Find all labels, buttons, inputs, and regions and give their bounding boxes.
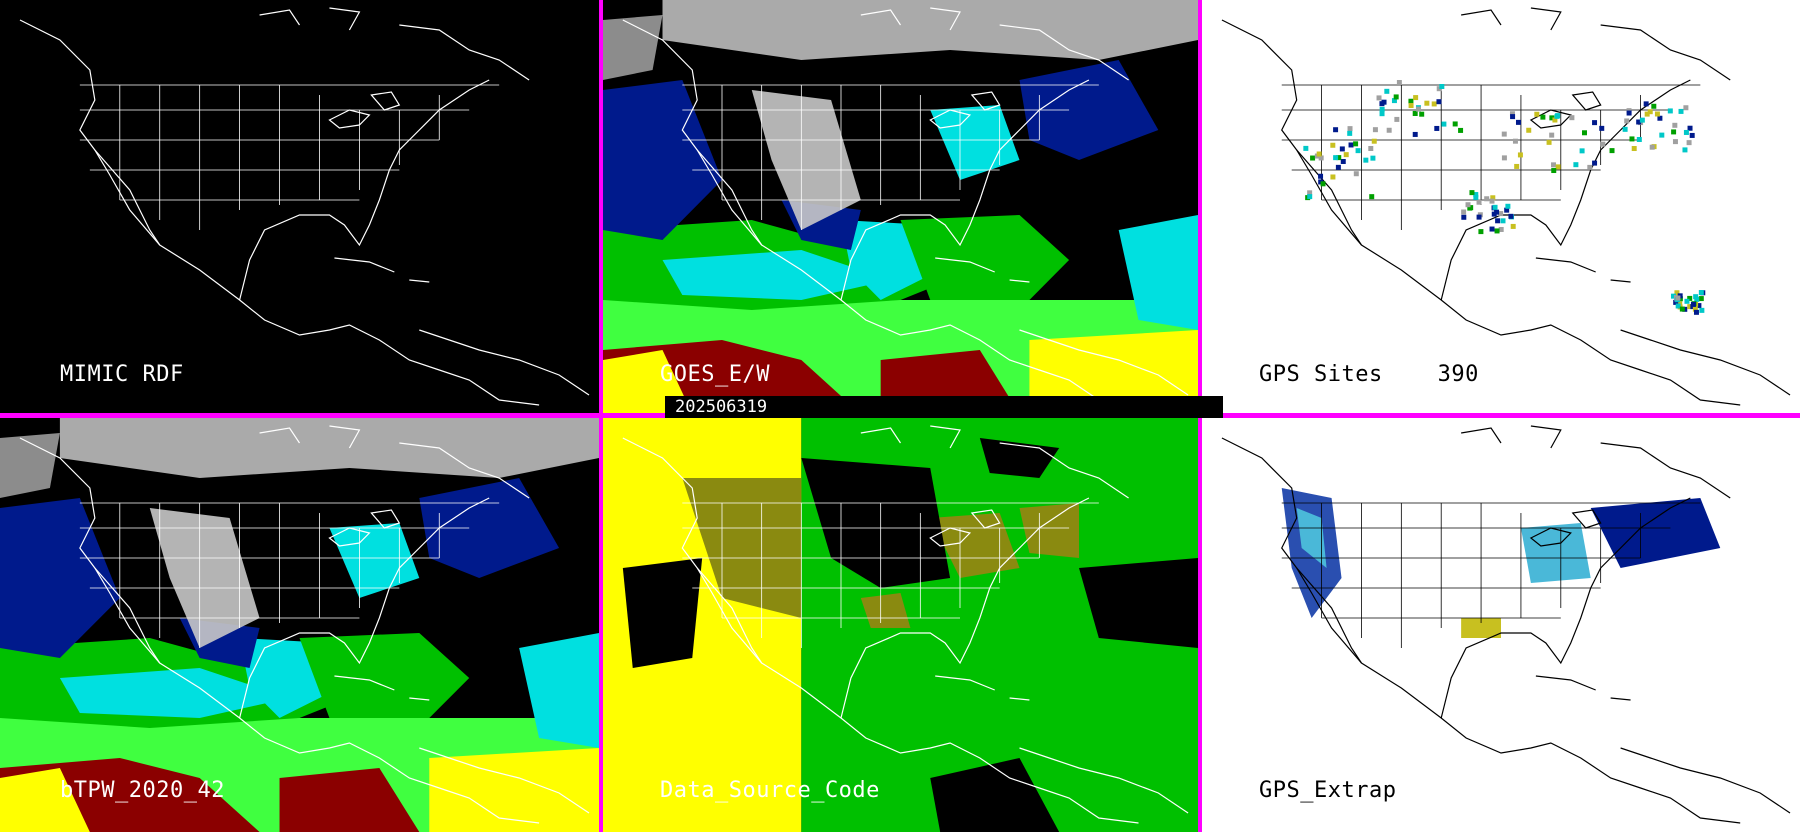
panel-data-source-code: Data_Source_Code [603,418,1198,832]
map-btpw [0,418,599,832]
panel-mimic-rdf: MIMIC RDF [0,0,599,414]
panel-label: GPS_Extrap [1259,778,1397,803]
map-gps-extrap [1221,425,1791,824]
divider-vertical-left [599,0,603,832]
panel-label: Data_Source_Code [660,778,880,803]
map-gps-sites [1221,7,1791,406]
map-goes-ew [603,0,1198,414]
panel-label: GOES_E/W [660,362,770,387]
map-mimic-rdf [19,7,590,406]
panel-label: MIMIC RDF [60,362,184,387]
panel-label: bTPW_2020_42 [60,778,225,803]
panel-btpw: bTPW_2020_42 [0,418,599,832]
panel-goes-ew: GOES_E/W [603,0,1198,414]
map-data-source-code [603,418,1198,832]
panel-label: GPS Sites 390 [1259,362,1479,387]
panel-gps-extrap: GPS_Extrap [1202,418,1800,832]
panel-gps-sites: GPS Sites 390 [1202,0,1800,414]
timestamp-label: 202506319 [665,396,1223,418]
